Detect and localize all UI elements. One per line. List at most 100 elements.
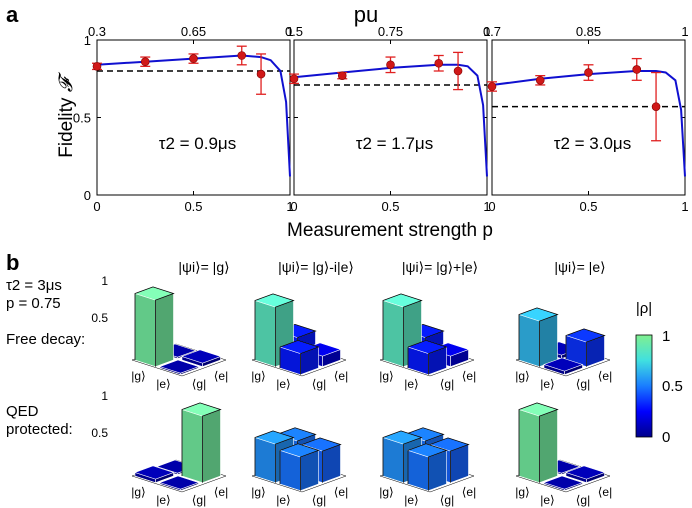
y-tick-label: 0.5 <box>73 111 91 126</box>
colorbar-tick-1: 1 <box>662 328 670 345</box>
matrix-row-label: |e⟩ <box>404 377 418 391</box>
x-tick-label: 0.5 <box>579 199 597 214</box>
data-point <box>453 66 463 76</box>
x-tick-label: 0 <box>488 199 495 214</box>
top-tick-label: 0.7 <box>483 24 501 39</box>
data-point <box>487 82 497 91</box>
bar-outline <box>518 307 559 367</box>
bar-front-face <box>518 409 540 484</box>
data-point <box>256 69 266 79</box>
top-tick-label: 1 <box>681 24 688 39</box>
matrix-col-label: ⟨g| <box>576 377 590 391</box>
bar-front-face <box>382 300 404 368</box>
bar-outline <box>254 293 295 367</box>
bar-top-face <box>565 465 606 480</box>
bar-front-face <box>254 300 276 368</box>
top-tick-label: 1 <box>483 24 490 39</box>
matrix-col-label: ⟨e| <box>334 369 348 383</box>
data-point <box>237 51 247 60</box>
bar-outline <box>134 286 175 367</box>
bar-front-face <box>181 409 203 484</box>
data-point <box>337 71 347 80</box>
state-title-g-plus-e: |ψi⟩= |g⟩+|e⟩ <box>402 259 478 275</box>
matrix-row-label: |g⟩ <box>515 485 529 499</box>
bar-plot-free_decay-3: |g⟩ |e⟩ ⟨g| ⟨e| <box>379 293 476 391</box>
row-label-free: Free decay: <box>6 331 85 348</box>
bar-outline <box>382 293 423 367</box>
matrix-col-label: ⟨e| <box>462 485 476 499</box>
x-tick-label: 1 <box>681 199 688 214</box>
bar-plot-qed_protected-1: |g⟩ |e⟩ ⟨g| ⟨e| <box>131 402 228 507</box>
row-label-qed: QED <box>6 403 39 420</box>
x-axis-title: Measurement strength p <box>287 220 493 241</box>
bar-outline <box>407 339 448 375</box>
data-point <box>386 60 395 70</box>
bar-outline <box>254 430 295 483</box>
bar-side-face <box>539 409 558 484</box>
top-tick-label: 1 <box>286 24 293 39</box>
matrix-row-label: |g⟩ <box>131 369 145 383</box>
matrix-row-label: |g⟩ <box>515 369 529 383</box>
matrix-col-label: ⟨e| <box>598 369 612 383</box>
chart-3: 0 0.5 10.7 0.85 1τ2 = 3.0μs <box>483 24 689 214</box>
bar-top-face <box>134 465 175 480</box>
bar-front-face <box>134 293 156 368</box>
colorbar <box>635 334 653 438</box>
data-point <box>651 102 661 111</box>
x-tick-label: 1 <box>483 199 490 214</box>
data-point <box>584 68 593 77</box>
matrix-row-label: |g⟩ <box>131 485 145 499</box>
bar-plot-free_decay-1: |g⟩ |e⟩ ⟨g| ⟨e| <box>131 286 228 391</box>
matrix-col-label: ⟨g| <box>576 493 590 507</box>
x-tick-label: 0.5 <box>381 199 399 214</box>
bar-outline <box>407 443 448 491</box>
data-point <box>189 54 198 63</box>
panel-a-label: a <box>6 2 19 27</box>
top-tick-label: 0.75 <box>378 24 403 39</box>
data-point <box>535 76 545 85</box>
bar-top-face <box>543 357 584 372</box>
top-axis-title: pu <box>354 2 378 27</box>
bar-plot-qed_protected-2: |g⟩ |e⟩ ⟨g| ⟨e| <box>251 427 348 507</box>
row-label-protected: protected: <box>6 421 73 438</box>
matrix-row-label: |g⟩ <box>251 369 265 383</box>
data-point <box>140 57 150 67</box>
bar-top-face <box>159 359 200 374</box>
matrix-row-label: |e⟩ <box>276 493 290 507</box>
top-tick-label: 0.85 <box>576 24 601 39</box>
colorbar-title: |ρ| <box>636 300 652 317</box>
param-p: p = 0.75 <box>6 295 61 312</box>
bar-side-face <box>539 314 558 368</box>
panel-b-label: b <box>6 250 19 275</box>
colorbar-tick-0: 0 <box>662 429 670 446</box>
x-tick-label: 0.5 <box>184 199 202 214</box>
x-tick-label: 0 <box>93 199 100 214</box>
z-tick-bottom-05: 0.5 <box>91 426 108 440</box>
bar-plot-qed_protected-4: |g⟩ |e⟩ ⟨g| ⟨e| <box>515 402 612 507</box>
matrix-col-label: ⟨e| <box>334 485 348 499</box>
data-point <box>289 74 299 84</box>
tau-label: τ2 = 3.0μs <box>554 134 631 153</box>
top-tick-label: 0.65 <box>181 24 206 39</box>
matrix-col-label: ⟨g| <box>440 493 454 507</box>
bar-top-face <box>159 475 200 490</box>
tau-label: τ2 = 0.9μs <box>159 134 236 153</box>
bar-outline <box>518 402 559 483</box>
bar-side-face <box>202 409 221 484</box>
matrix-row-label: |g⟩ <box>379 485 393 499</box>
bar-outline <box>279 339 320 375</box>
x-tick-label: 0 <box>290 199 297 214</box>
matrix-col-label: ⟨g| <box>440 377 454 391</box>
state-title-g-minus-ie: |ψi⟩= |g⟩-i|e⟩ <box>278 259 354 275</box>
bar-front-face <box>279 449 301 492</box>
matrix-row-label: |e⟩ <box>540 493 554 507</box>
matrix-col-label: ⟨e| <box>214 485 228 499</box>
theory-curve <box>491 70 686 177</box>
matrix-col-label: ⟨e| <box>214 369 228 383</box>
x-tick-label: 1 <box>286 199 293 214</box>
bar-front-face <box>518 314 540 368</box>
matrix-row-label: |e⟩ <box>156 377 170 391</box>
bar-outline <box>565 328 606 367</box>
